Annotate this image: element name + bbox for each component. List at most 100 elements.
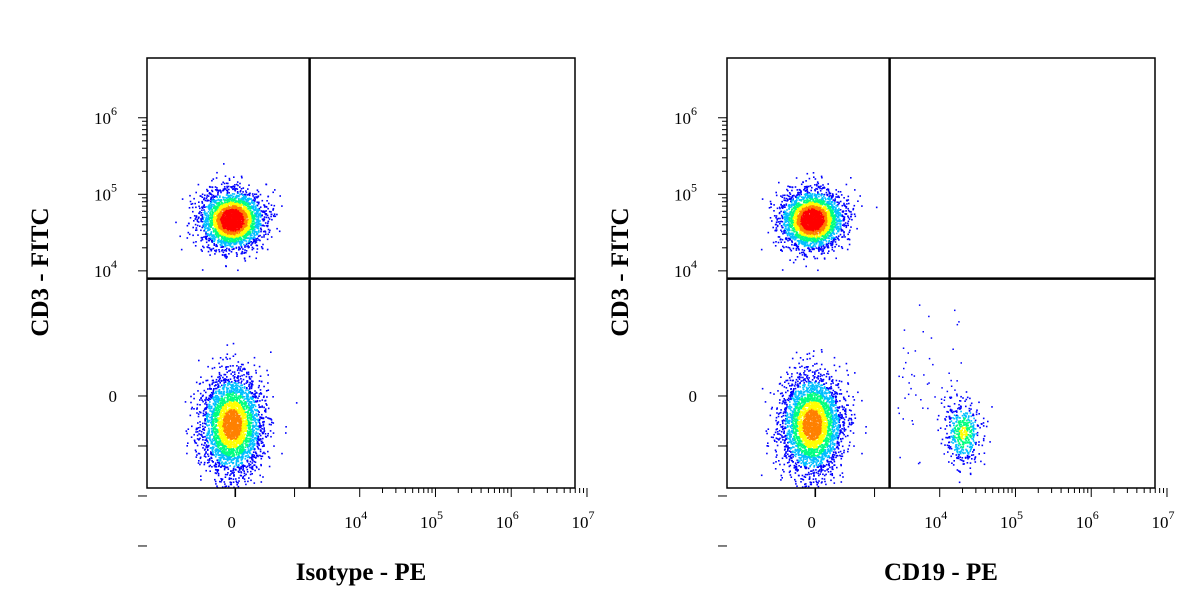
event-dot	[244, 234, 247, 236]
event-dot	[243, 222, 245, 225]
event-dot	[189, 217, 192, 219]
event-dot	[250, 244, 252, 246]
event-dot	[227, 196, 229, 199]
event-dot	[203, 197, 206, 199]
event-dot	[260, 246, 263, 248]
event-dot	[211, 217, 214, 219]
event-dot	[250, 226, 253, 228]
event-dot	[213, 243, 215, 245]
event-dot	[242, 218, 245, 221]
event-dot	[221, 447, 223, 450]
event-dot	[244, 204, 247, 206]
event-dot	[263, 206, 266, 208]
event-dot	[227, 223, 230, 225]
event-dot	[230, 221, 233, 223]
event-dot	[237, 221, 240, 224]
event-dot	[231, 207, 233, 209]
event-dot	[243, 196, 245, 199]
event-dot	[233, 453, 235, 455]
event-dot	[197, 217, 200, 220]
event-dot	[227, 208, 229, 210]
event-dot	[216, 210, 218, 213]
event-dot	[225, 212, 227, 215]
event-dot	[234, 241, 236, 243]
event-dot	[255, 257, 257, 260]
event-dot	[263, 204, 265, 206]
event-dot	[233, 235, 236, 237]
event-dot	[222, 448, 225, 451]
event-dot	[244, 246, 246, 248]
event-dot	[266, 404, 268, 406]
event-dot	[240, 366, 242, 368]
event-dot	[175, 221, 177, 224]
event-dot	[212, 178, 215, 180]
event-dot	[254, 469, 256, 472]
event-dot	[239, 199, 241, 202]
event-dot	[210, 421, 212, 424]
event-dot	[250, 241, 252, 243]
event-dot	[205, 231, 207, 234]
event-dot	[220, 214, 222, 217]
event-dot	[199, 421, 201, 423]
event-dot	[233, 199, 236, 202]
event-dot	[224, 240, 227, 242]
event-dot	[233, 197, 236, 200]
event-dot	[201, 399, 203, 401]
event-dot	[197, 427, 200, 429]
event-dot	[199, 457, 202, 460]
event-dot	[240, 205, 242, 207]
event-dot	[215, 472, 218, 475]
event-dot	[231, 186, 233, 189]
event-dot	[235, 221, 238, 223]
event-dot	[220, 228, 222, 230]
event-dot	[252, 241, 254, 244]
event-dot	[201, 220, 204, 223]
event-dot	[229, 219, 231, 221]
event-dot	[194, 441, 196, 444]
event-dot	[205, 216, 208, 218]
event-dot	[256, 437, 258, 440]
event-dot	[219, 189, 221, 191]
event-dot	[218, 465, 220, 467]
event-dot	[206, 220, 209, 223]
event-dot	[220, 374, 222, 377]
event-dot	[224, 196, 226, 199]
event-dot	[219, 221, 221, 224]
event-dot	[258, 433, 261, 435]
event-dot	[209, 254, 211, 256]
event-dot	[226, 225, 228, 227]
event-dot	[199, 210, 201, 213]
event-dot	[203, 230, 205, 232]
event-dot	[215, 177, 218, 179]
event-dot	[220, 201, 223, 204]
event-dot	[264, 222, 267, 224]
event-dot	[236, 226, 239, 229]
event-dot	[239, 193, 241, 196]
event-dot	[223, 204, 225, 207]
event-dot	[206, 235, 208, 237]
event-dot	[224, 208, 226, 211]
event-dot	[227, 213, 229, 216]
event-dot	[257, 222, 259, 225]
event-dot	[238, 242, 241, 244]
event-dot	[223, 241, 225, 244]
event-dot	[237, 224, 240, 226]
event-dot	[245, 220, 248, 223]
event-dot	[258, 209, 260, 212]
event-dot	[239, 208, 241, 211]
event-dot	[260, 230, 262, 233]
event-dot	[217, 217, 220, 219]
event-dot	[276, 227, 278, 230]
event-dot	[195, 241, 197, 243]
event-dot	[219, 243, 222, 246]
event-dot	[244, 218, 247, 220]
event-dot	[223, 228, 225, 231]
event-dot	[203, 432, 205, 434]
event-dot	[210, 204, 212, 206]
event-dot	[216, 212, 219, 214]
event-dot	[209, 224, 211, 226]
event-dot	[196, 403, 199, 406]
event-dot	[239, 474, 242, 477]
event-dot	[248, 214, 250, 216]
event-dot	[218, 211, 220, 213]
